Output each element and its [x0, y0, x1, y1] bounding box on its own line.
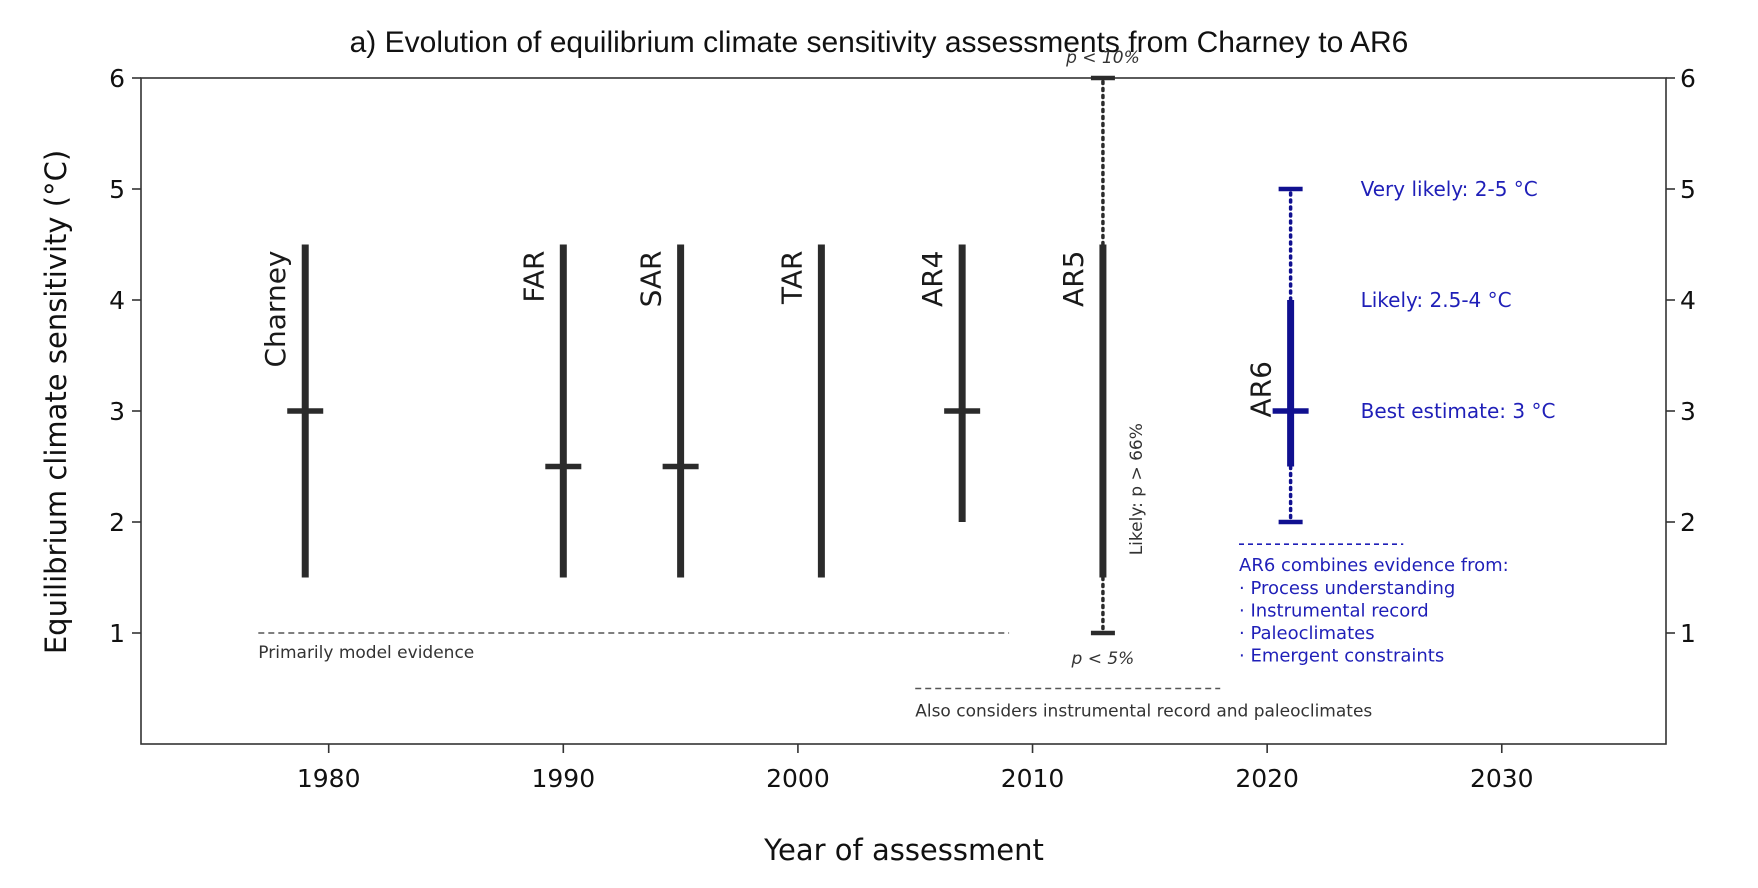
marks: Charney FAR SAR TAR AR4 AR5 AR6 — [259, 75, 1309, 636]
x-tick-label: 2010 — [1001, 764, 1065, 793]
likely-note: Likely: 2.5-4 °C — [1361, 288, 1512, 312]
ar5-label: AR5 — [1057, 251, 1090, 307]
p-low-note: p < 5% — [1071, 649, 1135, 669]
x-tick-label: 2030 — [1470, 764, 1534, 793]
y-tick-label-left: 2 — [109, 508, 125, 537]
x-axis-label: Year of assessment — [763, 833, 1044, 867]
sar-label: SAR — [635, 251, 668, 308]
ar6-combines-title: AR6 combines evidence from: — [1239, 555, 1509, 576]
model-evidence-note: Primarily model evidence — [258, 643, 474, 663]
y-tick-label-left: 3 — [109, 397, 125, 426]
x-tick-label: 2000 — [766, 764, 830, 793]
charney-label: Charney — [259, 251, 292, 368]
ar6-combines-item: · Emergent constraints — [1239, 646, 1444, 667]
also-considers-note: Also considers instrumental record and p… — [915, 702, 1372, 722]
ar6-combines-item: · Instrumental record — [1239, 601, 1429, 622]
y-tick-label-left: 1 — [109, 619, 125, 648]
ar4-label: AR4 — [916, 251, 949, 307]
likely-vertical-note: Likely: p > 66% — [1127, 423, 1147, 555]
y-tick-label-right: 1 — [1680, 619, 1696, 648]
x-tick-label: 1990 — [531, 764, 595, 793]
ticks: 1980 1990 2000 2010 2020 2030 1 1 2 2 3 3 4 4 5 5 6 6 — [109, 64, 1696, 793]
very-likely-note: Very likely: 2-5 °C — [1361, 177, 1538, 201]
ar6-combines-item: · Paleoclimates — [1239, 623, 1375, 644]
ar6-label: AR6 — [1245, 361, 1278, 417]
y-tick-label-left: 6 — [109, 64, 125, 93]
y-tick-label-right: 5 — [1680, 175, 1696, 204]
y-tick-label-left: 4 — [109, 286, 125, 315]
chart-title: a) Evolution of equilibrium climate sens… — [350, 26, 1409, 59]
p-high-note: p < 10% — [1065, 48, 1140, 68]
tar-label: TAR — [775, 251, 808, 306]
best-estimate-note: Best estimate: 3 °C — [1361, 399, 1556, 423]
annotations: p < 10% p < 5% Likely: p > 66% Very likely:… — [258, 48, 1555, 722]
y-tick-label-right: 4 — [1680, 286, 1696, 315]
x-tick-label: 2020 — [1235, 764, 1299, 793]
y-tick-label-right: 6 — [1680, 64, 1696, 93]
y-tick-label-left: 5 — [109, 175, 125, 204]
x-tick-label: 1980 — [297, 764, 361, 793]
y-tick-label-right: 3 — [1680, 397, 1696, 426]
y-axis-label: Equilibrium climate sensitivity (°C) — [39, 150, 73, 654]
y-tick-label-right: 2 — [1680, 508, 1696, 537]
far-label: FAR — [517, 251, 550, 303]
ar6-combines-item: · Process understanding — [1239, 578, 1455, 599]
